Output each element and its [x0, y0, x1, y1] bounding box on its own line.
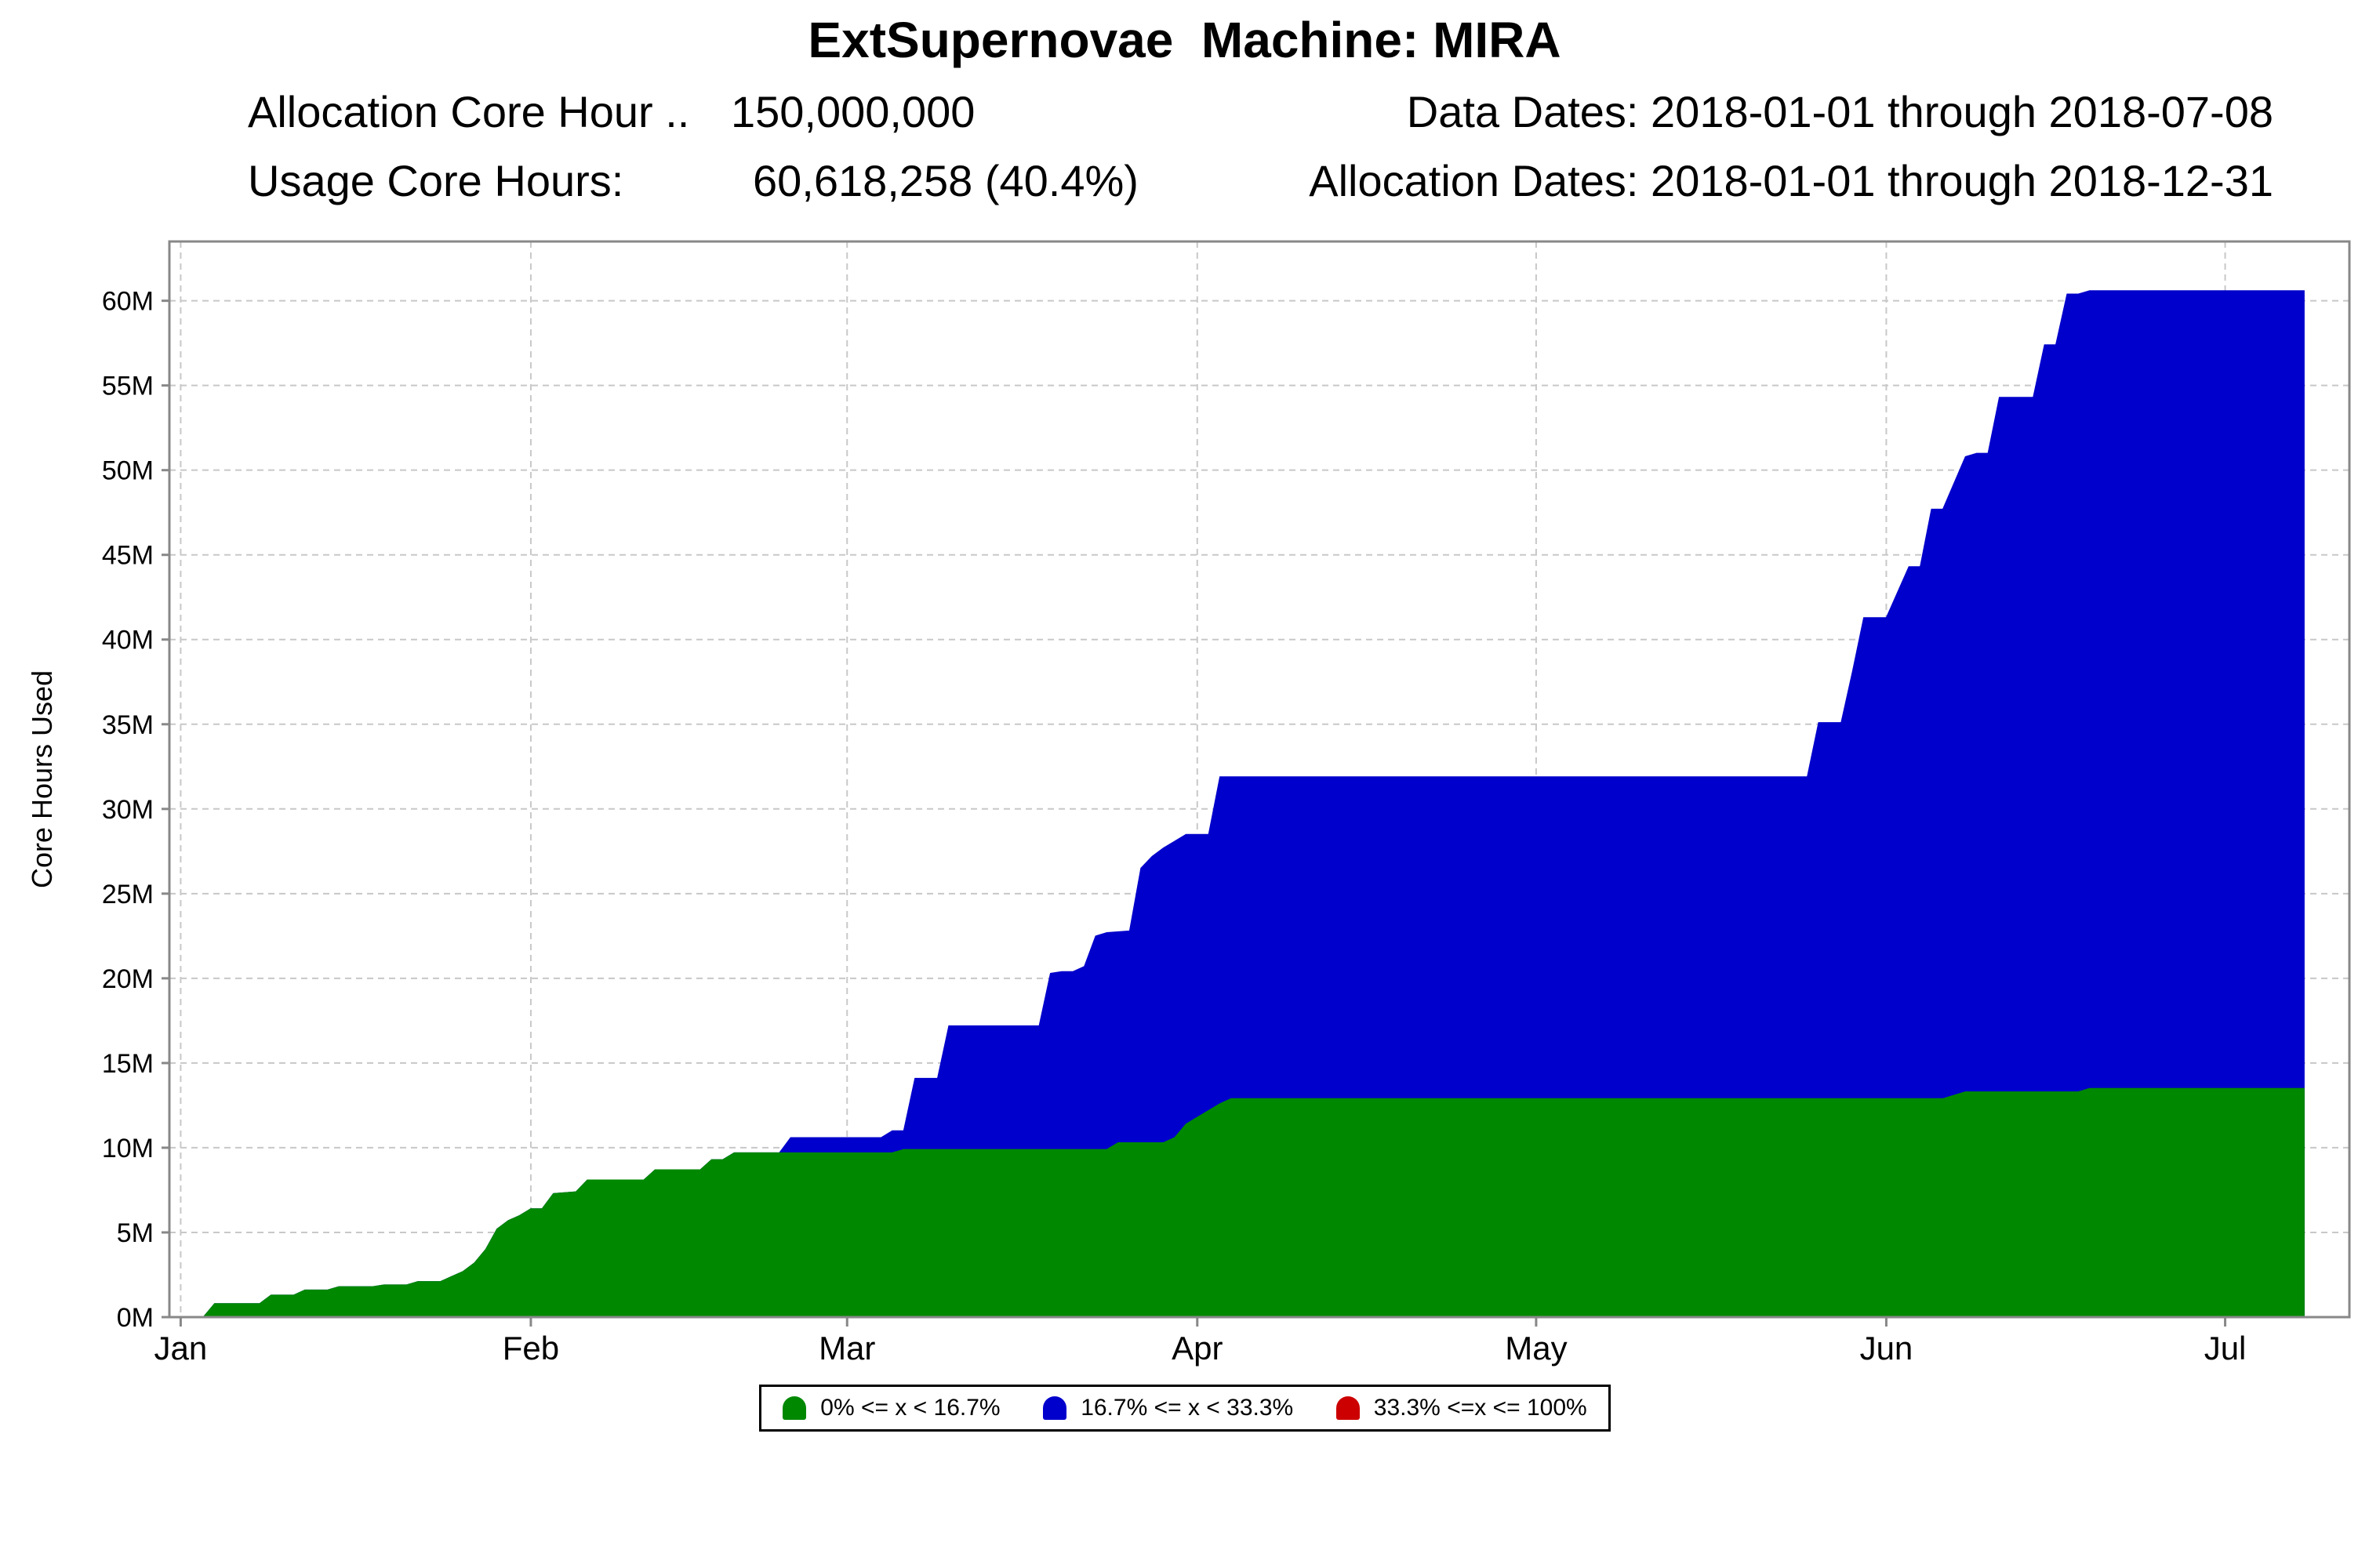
x-tick-label: Jul [2204, 1330, 2247, 1367]
allocation-label: Allocation Core Hour .. [248, 87, 690, 136]
chart-areas [180, 290, 2305, 1318]
y-tick-label: 15M [102, 1049, 154, 1079]
x-tick-label: May [1505, 1330, 1567, 1367]
y-tick-label: 35M [102, 710, 154, 740]
legend-label: 0% <= x < 16.7% [820, 1395, 1001, 1421]
series-area-1 [180, 1087, 2305, 1318]
y-axis-label: Core Hours Used [26, 670, 58, 888]
usage-label: Usage Core Hours: [248, 156, 624, 205]
y-tick-label: 60M [102, 287, 154, 317]
y-tick-label: 10M [102, 1134, 154, 1163]
plot-frame [168, 240, 2351, 1319]
chart-title: ExtSupernovae Machine: MIRA [808, 12, 1561, 68]
y-tick-label: 20M [102, 964, 154, 994]
legend-item-0: 0% <= x < 16.7% [783, 1395, 1001, 1421]
legend-swatch-icon [1335, 1396, 1360, 1420]
y-tick-label: 40M [102, 626, 154, 655]
legend-item-1: 16.7% <= x < 33.3% [1043, 1395, 1293, 1421]
legend-label: 16.7% <= x < 33.3% [1081, 1395, 1294, 1421]
allocation-dates: Allocation Dates: 2018-01-01 through 201… [1309, 156, 2273, 205]
y-tick-label: 55M [102, 372, 154, 401]
x-tick-label: Apr [1172, 1330, 1223, 1367]
usage-value: 60,618,258 (40.4%) [753, 156, 1139, 205]
y-tick-label: 50M [102, 456, 154, 486]
x-axis-ticks: Jan Feb Mar Apr May Jun Jul [154, 1317, 2247, 1367]
x-tick-label: Jun [1860, 1330, 1913, 1367]
legend-swatch-icon [1043, 1396, 1067, 1420]
y-axis-ticks: 0M 5M 10M 15M 20M 25M 30M 35M 40M 45M 50M 55M 60M [102, 287, 169, 1333]
y-tick-label: 25M [102, 880, 154, 909]
legend-item-2: 33.3% <=x <= 100% [1335, 1395, 1587, 1421]
y-tick-label: 5M [117, 1218, 154, 1248]
legend-swatch-icon [783, 1396, 807, 1420]
legend-label: 33.3% <=x <= 100% [1373, 1395, 1587, 1421]
x-tick-label: Mar [819, 1330, 875, 1367]
y-tick-label: 0M [117, 1303, 154, 1333]
allocation-value: 150,000,000 [731, 87, 976, 136]
data-dates: Data Dates: 2018-01-01 through 2018-07-0… [1406, 87, 2273, 136]
x-tick-label: Jan [154, 1330, 208, 1367]
x-tick-label: Feb [503, 1330, 559, 1367]
y-tick-label: 45M [102, 541, 154, 571]
legend: 0% <= x < 16.7% 16.7% <= x < 33.3% 33.3%… [759, 1385, 1611, 1432]
y-tick-label: 30M [102, 795, 154, 825]
